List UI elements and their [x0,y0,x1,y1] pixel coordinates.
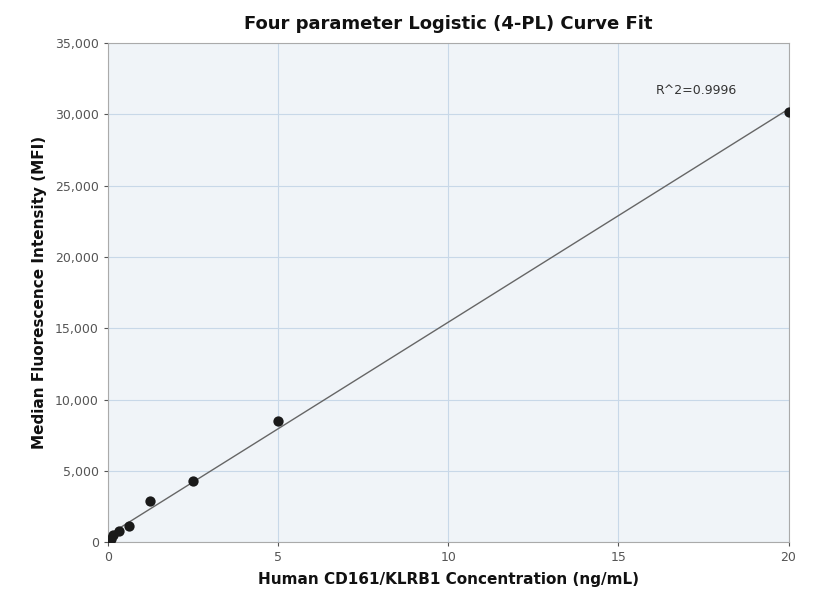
Text: R^2=0.9996: R^2=0.9996 [656,84,737,97]
Point [144,496,157,506]
X-axis label: Human CD161/KLRB1 Concentration (ng/mL): Human CD161/KLRB1 Concentration (ng/mL) [257,572,639,588]
Title: Four parameter Logistic (4-PL) Curve Fit: Four parameter Logistic (4-PL) Curve Fit [244,15,652,33]
Point [123,522,136,532]
Y-axis label: Median Fluorescence Intensity (MFI): Median Fluorescence Intensity (MFI) [32,136,46,449]
Point [112,525,125,535]
Point [104,534,117,544]
Point [271,416,285,426]
Point [106,530,120,540]
Point [186,476,200,485]
Point [782,107,795,116]
